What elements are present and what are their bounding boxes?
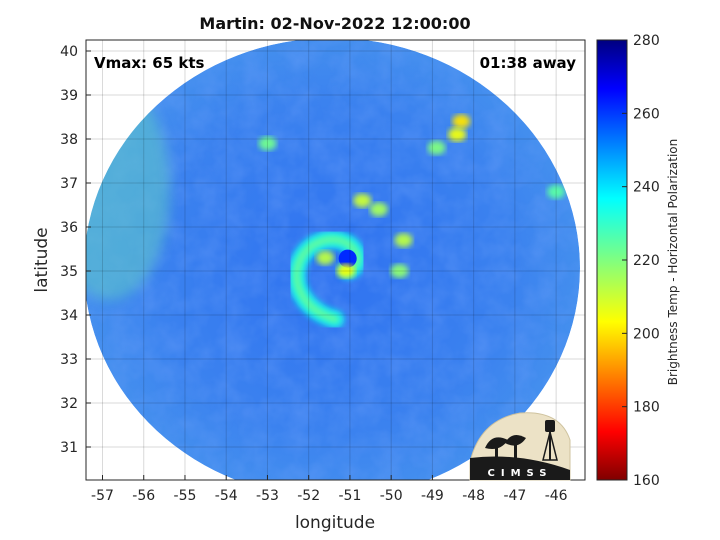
cold-feature [547,184,566,199]
colorbar-tick-label: 160 [633,473,660,489]
x-tick-label: -49 [421,488,444,504]
y-tick-label: 38 [60,132,78,148]
y-tick-label: 31 [60,440,78,456]
x-tick-label: -54 [215,488,238,504]
colorbar-label: Brightness Temp - Horizontal Polarizatio… [666,139,680,386]
axes-frame [85,39,586,481]
cold-features [258,114,566,278]
x-tick-label: -51 [338,488,361,504]
y-tick-label: 35 [60,264,78,280]
cold-feature [448,127,467,142]
cold-feature [353,193,372,208]
x-axis-label: longitude [295,513,375,533]
colorbar-tick-label: 280 [633,33,660,49]
vmax-annotation: Vmax: 65 kts [94,54,204,72]
swath-image [86,40,580,480]
cold-feature [369,202,388,217]
grid [86,40,585,480]
x-tick-label: -55 [174,488,197,504]
cold-feature [452,114,471,129]
x-tick-label: -56 [132,488,155,504]
chart-title: Martin: 02-Nov-2022 12:00:00 [199,14,470,33]
x-tick-label: -57 [91,488,114,504]
cold-feature [258,136,277,151]
x-tick-label: -48 [462,488,485,504]
x-tick-label: -50 [380,488,403,504]
x-tick-label: -53 [256,488,279,504]
y-axis-label: latitude [32,227,52,292]
x-tick-label: -46 [545,488,568,504]
logo-text: CIMSS [488,468,553,479]
y-tick-label: 33 [60,352,78,368]
x-tick-label: -47 [503,488,526,504]
spiral-band [287,230,367,329]
colorbar-ticks: 160 180 200 220 240 260 280 [622,33,660,489]
cold-feature [394,233,413,248]
time-away-annotation: 01:38 away [480,54,577,72]
colorbar-tick-label: 200 [633,326,660,342]
y-tick-label: 34 [60,308,78,324]
y-tick-label: 32 [60,396,78,412]
storm-eye [338,249,357,268]
colorbar-tick-label: 180 [633,400,660,416]
cold-feature [390,264,409,278]
x-axis-ticks: -57 -56 -55 -54 -53 -52 -51 -50 -49 -48 -47 -46 [91,475,568,504]
y-axis-ticks: 31 32 33 34 35 36 37 38 39 40 [60,44,91,456]
spiral-band-inner [292,235,362,324]
cold-feature [336,264,355,278]
cold-feature [427,140,446,155]
y-tick-label: 40 [60,44,78,60]
y-tick-label: 37 [60,176,78,192]
y-tick-label: 36 [60,220,78,236]
cold-feature [316,250,335,265]
cimss-logo: CIMSS [469,412,571,481]
colorbar-tick-label: 260 [633,106,660,122]
colorbar-tick-label: 240 [633,180,660,196]
x-tick-label: -52 [297,488,320,504]
y-tick-label: 39 [60,88,78,104]
colorbar-tick-label: 220 [633,253,660,269]
